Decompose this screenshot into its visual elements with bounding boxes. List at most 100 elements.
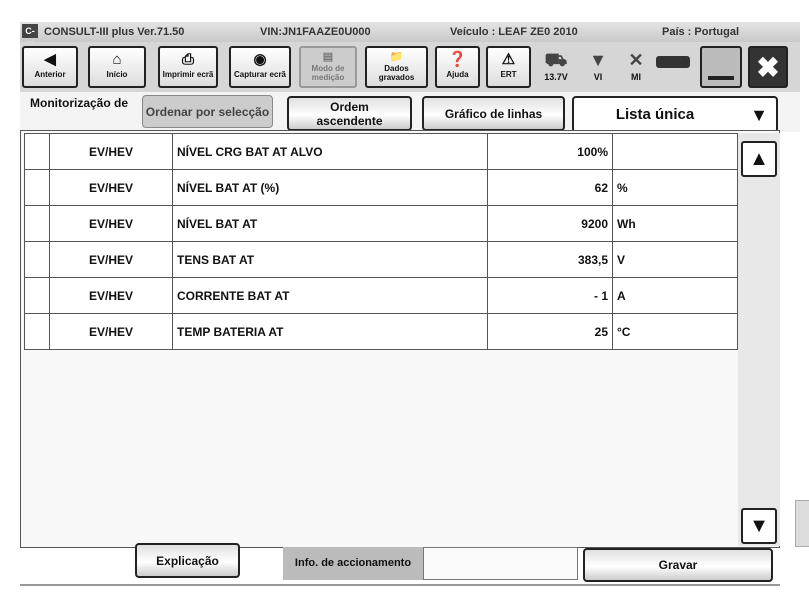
table-row[interactable]: EV/HEV NÍVEL BAT AT (%) 62% (24, 169, 738, 206)
print-label: Imprimir ecrã (162, 70, 214, 79)
data-table: EV/HEV NÍVEL CRG BAT AT ALVO 100% EV/HEV NÍV… (24, 133, 738, 350)
vehicle: Veículo : LEAF ZE0 2010 (450, 26, 578, 38)
ascending-order-button[interactable]: Ordem ascendente (287, 96, 412, 131)
title-bar: C-III CONSULT-III plus Ver.71.50 VIN:JN1… (20, 22, 800, 50)
help-label: Ajuda (446, 70, 469, 79)
row-select-cell (24, 313, 50, 350)
meter-icon: ▤ (322, 51, 334, 63)
toolbar: ◀ Anterior ⌂ Início ⎙ Imprimir ecrã ◉ Captur… (20, 42, 800, 92)
value-cell: 383,5 (487, 241, 613, 278)
camera-icon: ◉ (253, 51, 267, 68)
unit-cell: Wh (612, 205, 738, 242)
page-scrollbar-thumb[interactable] (795, 500, 809, 547)
measurement-mode-button[interactable]: ▤ Modo de medição (299, 46, 357, 88)
row-select-cell (24, 133, 50, 170)
value-cell: 9200 (487, 205, 613, 242)
table-row[interactable]: EV/HEV TEMP BATERIA AT 25 °C (24, 313, 738, 350)
item-cell: TENS BAT AT (172, 241, 488, 278)
divider (20, 584, 780, 586)
home-button[interactable]: ⌂ Início (88, 46, 146, 88)
back-label: Anterior (34, 70, 66, 79)
back-button[interactable]: ◀ Anterior (22, 46, 78, 88)
item-cell: TEMP BATERIA AT (172, 313, 488, 350)
close-icon: ✖ (756, 52, 780, 83)
table-row[interactable]: EV/HEV NÍVEL CRG BAT AT ALVO 100% (24, 133, 738, 170)
item-cell: CORRENTE BAT AT (172, 277, 488, 314)
saved-data-button[interactable]: 📁 Dados gravados (365, 46, 428, 88)
x-icon: ✕ (628, 50, 644, 70)
vin: VIN:JN1FAAZE0U000 (260, 26, 371, 38)
system-cell: EV/HEV (49, 277, 173, 314)
drive-info-label: Info. de accionamento (283, 547, 423, 580)
signal-icon: ▼ (589, 50, 607, 70)
system-cell: EV/HEV (49, 205, 173, 242)
value-cell: 62 (487, 169, 613, 206)
controls-bar: Monitorização de Ordenar por selecção Or… (20, 92, 800, 133)
system-cell: EV/HEV (49, 169, 173, 206)
home-label: Início (106, 70, 128, 79)
arrow-up-icon: ▲ (749, 148, 769, 170)
asc-label-2: ascendente (316, 113, 383, 128)
capture-screen-button[interactable]: ◉ Capturar ecrã (229, 46, 291, 88)
scroll-down-button[interactable]: ▼ (741, 508, 777, 544)
system-cell: EV/HEV (49, 241, 173, 278)
battery-voltage-status: ⛟ 13.7V (538, 48, 574, 82)
item-cell: NÍVEL BAT AT (%) (172, 169, 488, 206)
table-row[interactable]: EV/HEV TENS BAT AT 383,5 V (24, 241, 738, 278)
app-version: CONSULT-III plus Ver.71.50 (44, 26, 185, 38)
battery-icon (656, 56, 690, 68)
vi-status: ▼ VI (580, 48, 616, 82)
printer-icon: ⎙ (181, 51, 194, 68)
home-icon: ⌂ (112, 51, 122, 68)
arrow-left-icon: ◀ (44, 51, 56, 68)
unit-cell: V (612, 241, 738, 278)
table-row[interactable]: EV/HEV NÍVEL BAT AT 9200 Wh (24, 205, 738, 242)
line-graph-button[interactable]: Gráfico de linhas (422, 96, 565, 131)
folders-icon: 📁 (389, 51, 404, 63)
unit-cell (612, 133, 738, 170)
asc-label-1: Ordem (330, 99, 369, 114)
unit-cell: % (612, 169, 738, 206)
row-select-cell (24, 241, 50, 278)
row-select-cell (24, 277, 50, 314)
mode-label: Modo de medição (311, 64, 345, 82)
system-cell: EV/HEV (49, 313, 173, 350)
unit-cell: °C (612, 313, 738, 350)
help-button[interactable]: ❓ Ajuda (435, 46, 480, 88)
sort-by-selection-button[interactable]: Ordenar por selecção (142, 95, 273, 128)
warning-icon: ⚠ (501, 51, 516, 68)
unit-cell: A (612, 277, 738, 314)
ert-label: ERT (500, 70, 517, 79)
drive-info-field[interactable] (423, 547, 578, 580)
item-cell: NÍVEL BAT AT (172, 205, 488, 242)
ert-button[interactable]: ⚠ ERT (486, 46, 531, 88)
chevron-down-icon: ▼ (750, 104, 768, 125)
explanation-button[interactable]: Explicação (135, 543, 240, 578)
value-cell: - 1 (487, 277, 613, 314)
minimize-icon (708, 76, 734, 80)
voltage-label: 13.7V (544, 72, 568, 82)
print-screen-button[interactable]: ⎙ Imprimir ecrã (158, 46, 218, 88)
monitoring-label: Monitorização de (30, 96, 129, 110)
record-button[interactable]: Gravar (583, 548, 773, 582)
scrollbar[interactable]: ▲ ▼ (738, 133, 780, 546)
close-button[interactable]: ✖ (748, 46, 788, 88)
minimize-button[interactable] (700, 46, 742, 88)
value-cell: 25 (487, 313, 613, 350)
car-icon: ⛟ (544, 50, 568, 70)
capture-label: Capturar ecrã (233, 70, 287, 79)
row-select-cell (24, 205, 50, 242)
row-select-cell (24, 169, 50, 206)
saved-label: Dados gravados (378, 64, 415, 82)
list-mode-dropdown[interactable]: Lista única ▼ (572, 96, 778, 133)
system-cell: EV/HEV (49, 133, 173, 170)
vi-label: VI (593, 72, 603, 82)
item-cell: NÍVEL CRG BAT AT ALVO (172, 133, 488, 170)
country: País : Portugal (662, 26, 740, 38)
mi-status: ✕ MI (618, 48, 654, 82)
list-mode-value: Lista única (615, 105, 695, 123)
help-icon: ❓ (448, 51, 467, 68)
arrow-down-icon: ▼ (749, 515, 769, 537)
scroll-up-button[interactable]: ▲ (741, 141, 777, 177)
